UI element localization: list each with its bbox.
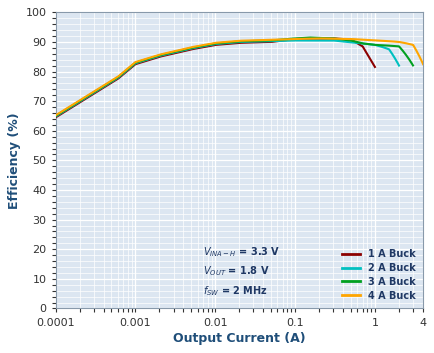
Legend: 1 A Buck, 2 A Buck, 3 A Buck, 4 A Buck: 1 A Buck, 2 A Buck, 3 A Buck, 4 A Buck [339,246,417,304]
Text: $V_{INA-H}$ = 3.3 V
$V_{OUT}$ = 1.8 V
$f_{SW}$ = 2 MHz: $V_{INA-H}$ = 3.3 V $V_{OUT}$ = 1.8 V $f… [202,245,279,298]
X-axis label: Output Current (A): Output Current (A) [173,332,305,345]
Y-axis label: Efficiency (%): Efficiency (%) [8,112,21,209]
